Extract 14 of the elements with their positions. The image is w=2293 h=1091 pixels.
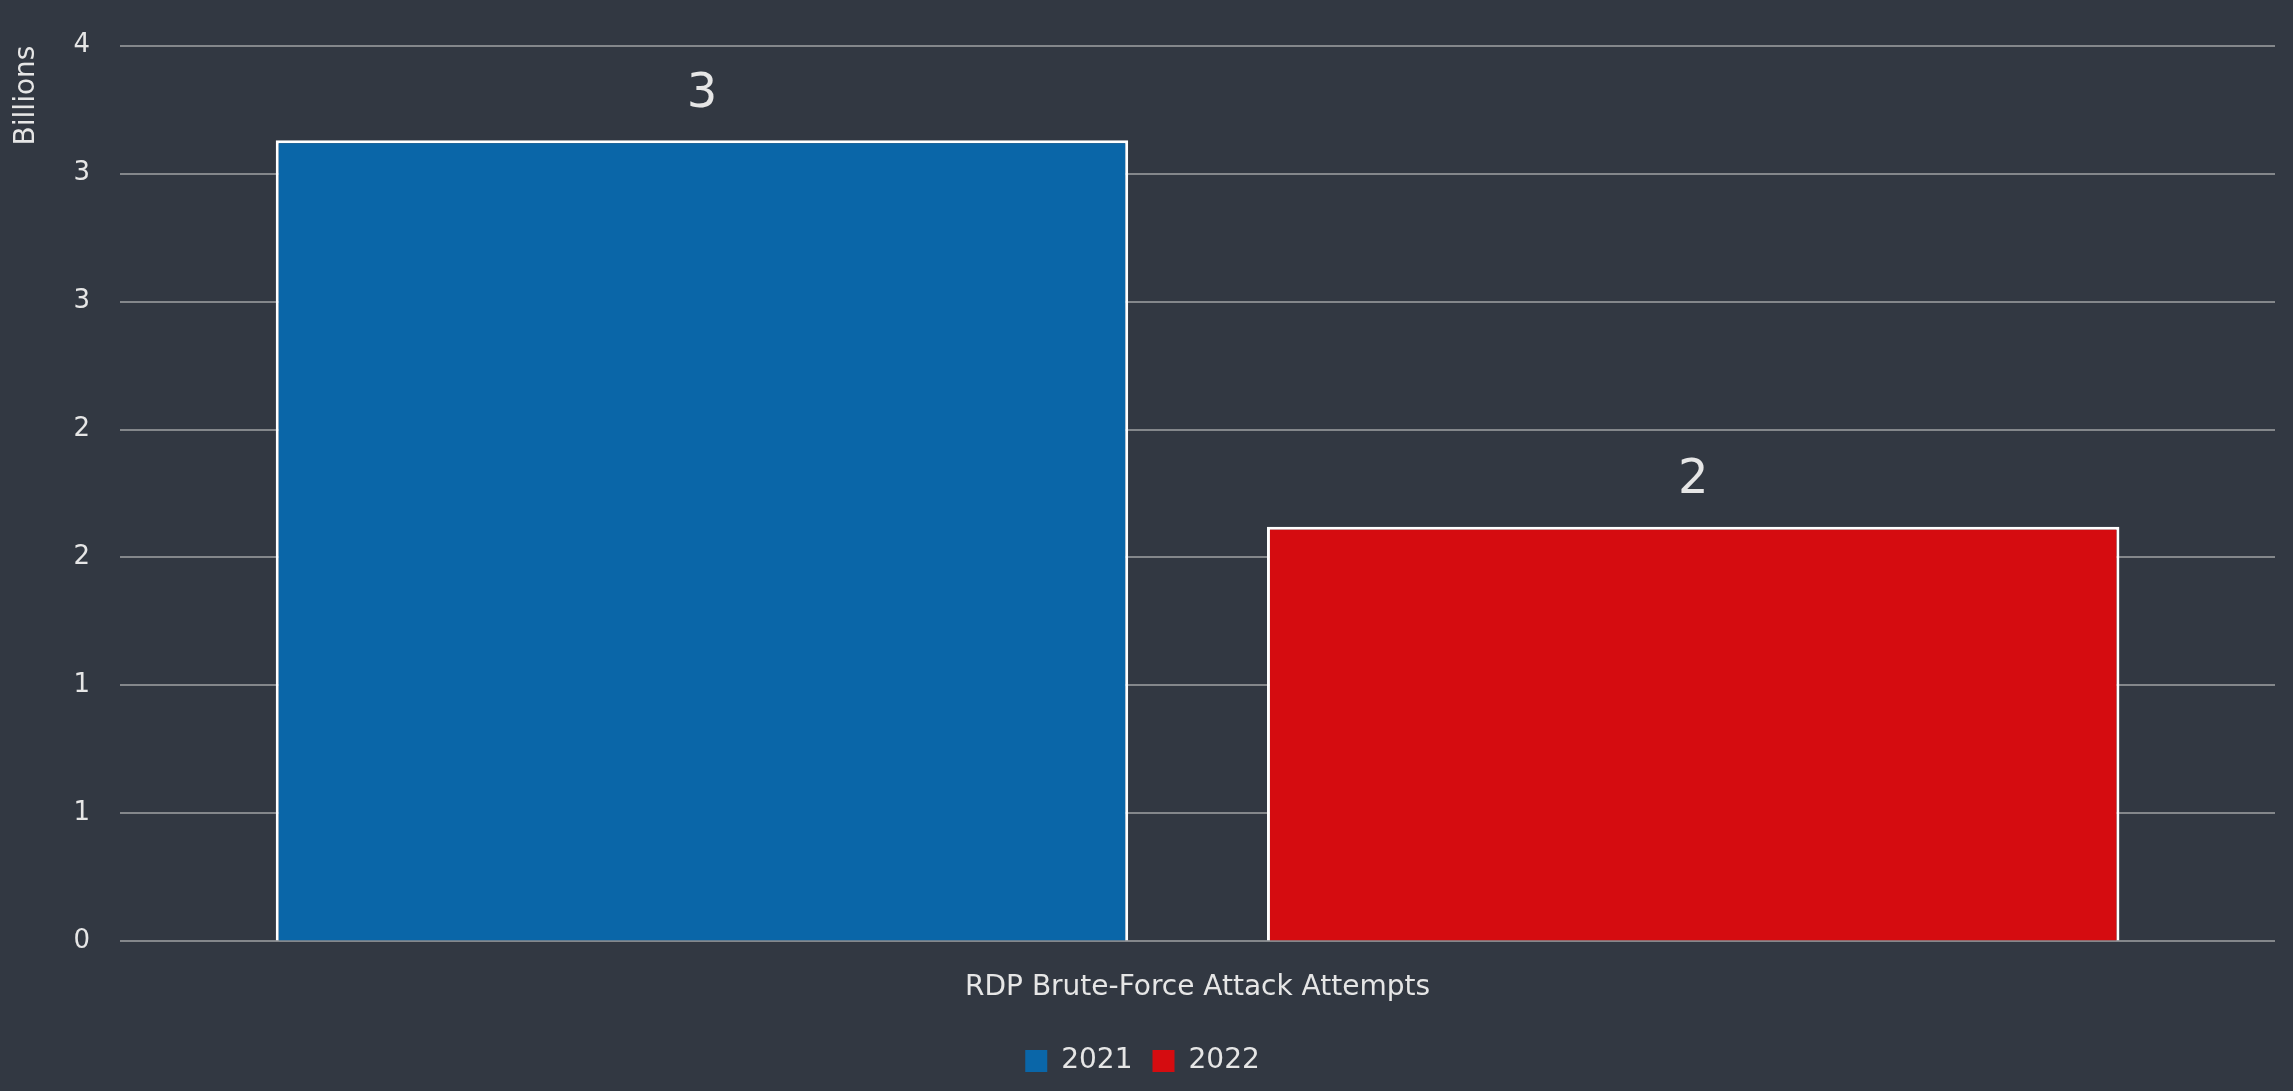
y-tick-label: 2 (73, 412, 91, 443)
legend-label: 2022 (1188, 1042, 1260, 1076)
y-tick-label: 3 (73, 156, 91, 187)
y-tick-label: 1 (73, 796, 91, 827)
x-tick-label: RDP Brute-Force Attack Attempts (965, 969, 1431, 1003)
data-label: 2 (1677, 448, 1709, 505)
y-tick-label: 0 (73, 924, 91, 955)
y-tick-label: 1 (73, 668, 91, 699)
data-label: 3 (686, 61, 718, 118)
y-tick-label: 3 (73, 284, 91, 315)
legend-label: 2021 (1061, 1042, 1133, 1076)
y-tick-label: 4 (73, 28, 91, 59)
y-tick-label: 2 (73, 540, 91, 571)
y-axis-title: Billions (8, 45, 42, 146)
